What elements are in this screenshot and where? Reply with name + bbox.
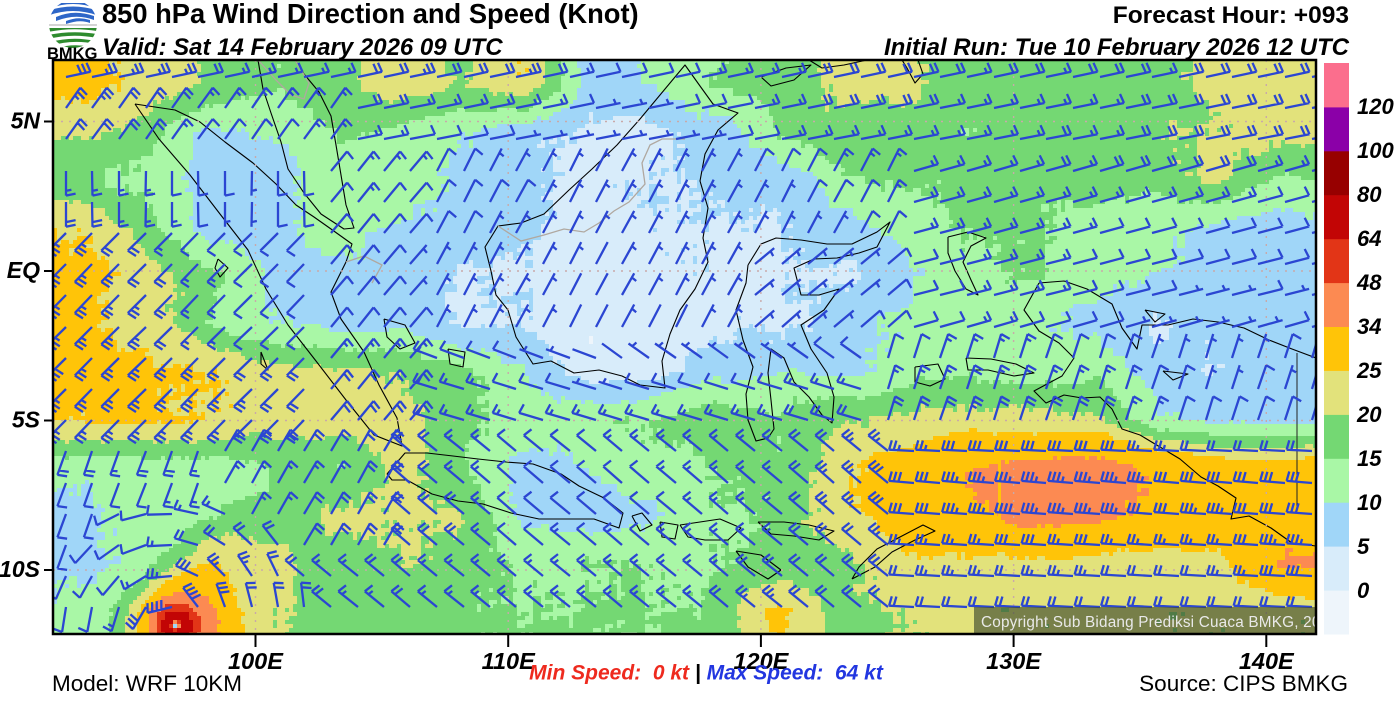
svg-text:Initial Run: Tue 10 February 2: Initial Run: Tue 10 February 2026 12 UTC — [884, 34, 1350, 61]
svg-text:850 hPa Wind Direction and Spe: 850 hPa Wind Direction and Speed (Knot) — [102, 0, 639, 29]
svg-text:64: 64 — [1357, 226, 1381, 251]
svg-text:Model: WRF 10KM: Model: WRF 10KM — [52, 671, 242, 696]
svg-text:130E: 130E — [986, 648, 1042, 674]
svg-text:BMKG: BMKG — [47, 45, 97, 63]
svg-text:25: 25 — [1356, 358, 1382, 383]
svg-text:Source: CIPS BMKG: Source: CIPS BMKG — [1139, 671, 1348, 696]
svg-text:5: 5 — [1357, 534, 1370, 559]
svg-text:10S: 10S — [0, 556, 41, 582]
svg-text:EQ: EQ — [7, 257, 40, 283]
svg-text:100: 100 — [1357, 138, 1394, 163]
svg-text:100E: 100E — [228, 648, 284, 674]
svg-text:Valid: Sat 14 February 2026 09: Valid: Sat 14 February 2026 09 UTC — [102, 34, 503, 61]
svg-text:80: 80 — [1357, 182, 1382, 207]
svg-text:120E: 120E — [733, 648, 789, 674]
svg-text:10: 10 — [1357, 490, 1382, 515]
svg-text:5S: 5S — [12, 407, 41, 433]
svg-text:20: 20 — [1356, 402, 1382, 427]
svg-text:110E: 110E — [482, 648, 536, 674]
svg-text:34: 34 — [1357, 314, 1381, 339]
svg-text:5N: 5N — [11, 108, 41, 134]
svg-text:Copyright Sub Bidang Prediksi: Copyright Sub Bidang Prediksi Cuaca BMKG… — [981, 614, 1338, 631]
svg-text:48: 48 — [1356, 270, 1382, 295]
svg-text:15: 15 — [1357, 446, 1382, 471]
svg-text:Min Speed: 0 kt | Max Speed:: Min Speed: 0 kt | Max Speed: 64 kt — [529, 662, 884, 685]
svg-text:120: 120 — [1357, 94, 1394, 119]
svg-text:0: 0 — [1357, 578, 1370, 603]
svg-text:140E: 140E — [1239, 648, 1295, 674]
svg-text:Forecast Hour: +093: Forecast Hour: +093 — [1113, 2, 1349, 29]
